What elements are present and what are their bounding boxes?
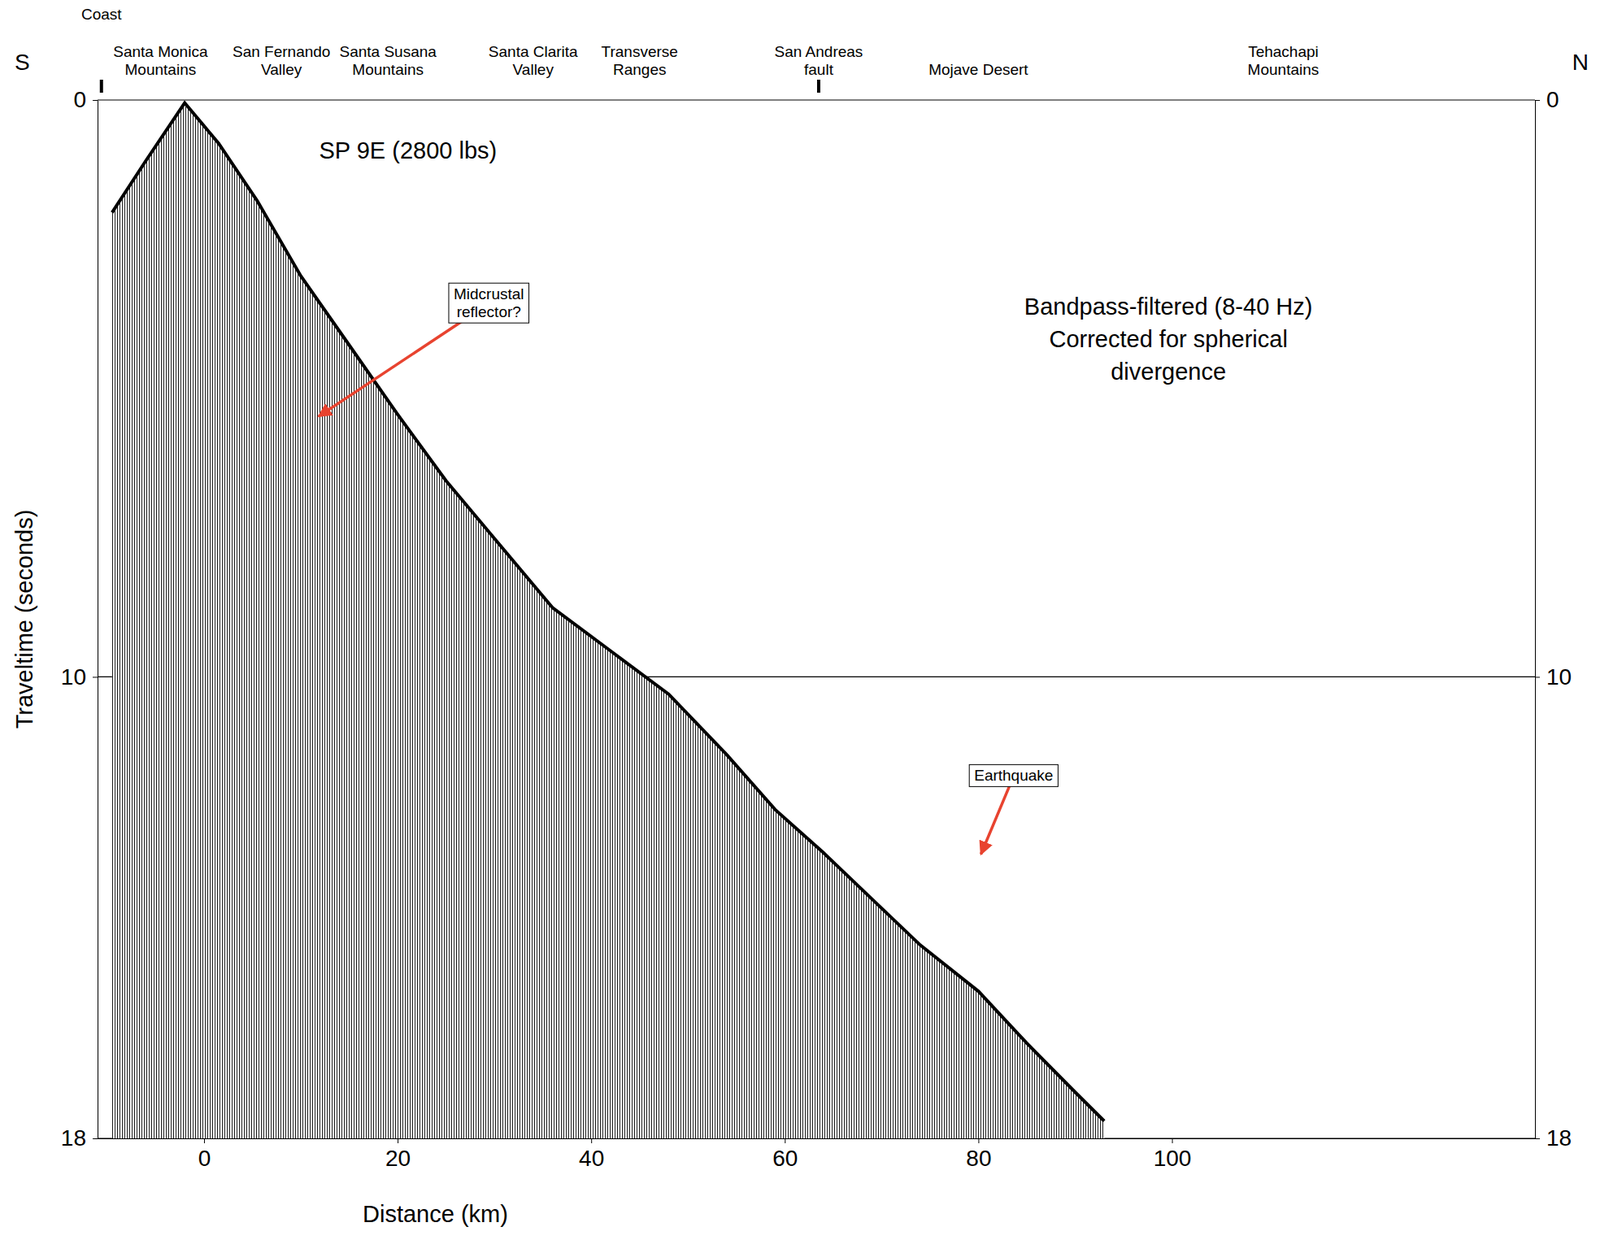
annotation-arrow [981, 775, 1014, 854]
tick-mark [92, 1138, 98, 1140]
tick-label: 0 [73, 86, 87, 113]
region-label: Santa MonicaMountains [113, 43, 209, 79]
text-line: divergence [1110, 358, 1227, 385]
region-label: Mojave Desert [928, 60, 1029, 79]
annotation-arrows [318, 303, 1014, 854]
tick-mark [1534, 1138, 1540, 1140]
tick-mark [1172, 1138, 1174, 1144]
text-line: Mountains [1247, 60, 1320, 79]
y-axis-title: Traveltime (seconds) [11, 509, 38, 730]
tick-mark [591, 1138, 592, 1144]
tick-mark [978, 1138, 979, 1144]
tick: 0 [73, 86, 98, 113]
tick-mark [1534, 100, 1540, 101]
annotation-box [448, 282, 530, 323]
direction-south: S [14, 49, 31, 75]
axis-line [98, 1138, 1536, 1140]
x-axis-title: Distance (km) [362, 1200, 509, 1227]
annotation-label: Midcrustalreflector? [453, 285, 525, 321]
tick: 0 [1534, 86, 1560, 113]
processing-note: Bandpass-filtered (8-40 Hz) Corrected for… [1024, 293, 1314, 385]
text-line: Santa Susana [339, 43, 437, 61]
tick: 10 [1534, 664, 1572, 690]
text-line: Ranges [613, 60, 667, 79]
text-line: fault [804, 60, 835, 79]
location-labels: Santa MonicaMountainsSan FernandoValleyS… [81, 5, 1319, 93]
tick-label: 0 [198, 1145, 212, 1171]
annotation-labels: Midcrustalreflector? Earthquake [448, 282, 1058, 787]
tick-label: 10 [1546, 664, 1572, 690]
text-line: Valley [260, 60, 303, 79]
text-line: reflector? [456, 303, 522, 321]
location-tick [817, 79, 821, 93]
title: SP 9E (2800 lbs) [319, 137, 498, 164]
text-line: Bandpass-filtered (8-40 Hz) [1024, 293, 1314, 320]
text-line: Coast [81, 5, 122, 23]
text-line: Tehachapi [1247, 43, 1319, 61]
text-line: San Andreas [774, 43, 864, 61]
text-line: Corrected for spherical [1048, 326, 1287, 353]
tick-label: 10 [60, 664, 87, 690]
axis: 0 10 18 [1534, 86, 1572, 1151]
tick: 80 [965, 1138, 992, 1171]
region-label: Santa SusanaMountains [339, 43, 437, 79]
tick: 60 [772, 1138, 798, 1171]
text-line: Mountains [125, 60, 197, 79]
axis: 0 20 40 60 80 100 [98, 1138, 1536, 1171]
tick: 100 [1153, 1138, 1192, 1171]
text-line: San Fernando [232, 43, 331, 61]
tick-mark [92, 100, 98, 101]
location-label: Coast [81, 5, 122, 23]
chart: 0 10 18 0 10 18 0 20 40 60 80 100 Distance (km) Trave… [0, 0, 1600, 1240]
grid [97, 100, 1535, 1139]
text-line: Transverse [601, 43, 679, 61]
region-label: TehachapiMountains [1247, 43, 1320, 79]
axis: 0 10 18 [60, 86, 99, 1151]
region-label: Santa ClaritaValley [488, 43, 579, 79]
tick-label: 60 [772, 1145, 798, 1171]
axis-line [97, 100, 99, 1140]
text-line: Midcrustal [453, 285, 525, 303]
text-line: Valley [513, 60, 555, 79]
tick-label: 40 [578, 1145, 605, 1171]
tick: 18 [60, 1125, 98, 1151]
annotation-label: Earthquake [973, 766, 1053, 784]
direction-north: N [1572, 49, 1589, 75]
tick-label: 0 [1546, 86, 1560, 113]
tick: 20 [385, 1138, 411, 1171]
annotation: Earthquake [969, 764, 1058, 787]
text-line: Earthquake [973, 766, 1053, 784]
tick-mark [92, 676, 98, 678]
location-tick [100, 79, 104, 93]
location-label: San Andreasfault [774, 43, 864, 79]
text-line: Mountains [352, 60, 424, 79]
tick-mark [204, 1138, 205, 1144]
text-line: Santa Clarita [488, 43, 579, 61]
tick-label: 80 [965, 1145, 992, 1171]
tick: 10 [60, 664, 98, 690]
text-line: Mojave Desert [928, 60, 1029, 79]
tick-mark [1534, 676, 1540, 678]
tick-label: 18 [60, 1125, 87, 1151]
energy-area [112, 103, 1105, 1139]
tick-label: 20 [385, 1145, 411, 1171]
region-label: San FernandoValley [232, 43, 331, 79]
tick-label: 18 [1546, 1125, 1572, 1151]
annotation: Midcrustalreflector? [448, 282, 530, 323]
tick: 0 [198, 1138, 212, 1171]
plot-area [112, 103, 1105, 1139]
text-line: Santa Monica [113, 43, 209, 61]
tick-mark [784, 1138, 786, 1144]
tick-label: 100 [1153, 1145, 1192, 1171]
annotation-box [969, 764, 1058, 787]
region-label: TransverseRanges [601, 43, 679, 79]
grid-line [97, 99, 1535, 100]
tick: 40 [578, 1138, 605, 1171]
axis-line [1534, 100, 1536, 1140]
tick-mark [397, 1138, 399, 1144]
first-arrival-line [112, 103, 1105, 1122]
tick: 18 [1534, 1125, 1572, 1151]
